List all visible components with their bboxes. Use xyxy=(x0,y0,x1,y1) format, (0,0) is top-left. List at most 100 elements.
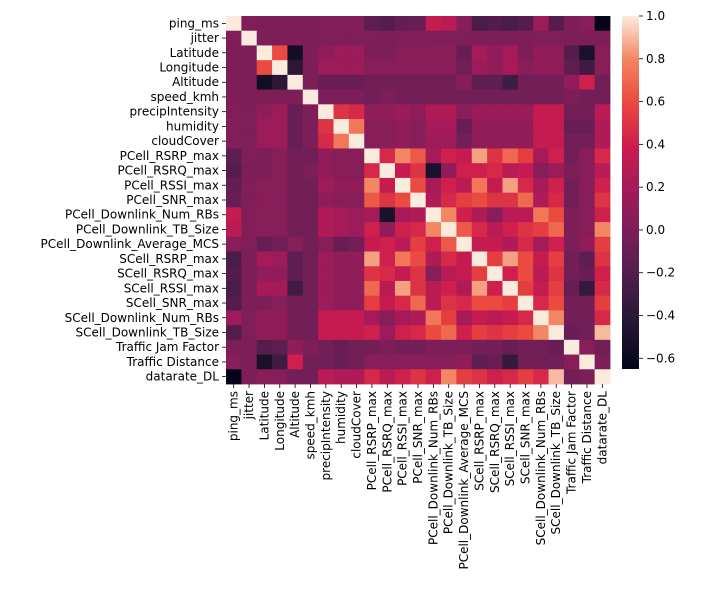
heatmap-cell xyxy=(487,325,503,341)
heatmap-cell xyxy=(563,30,580,46)
heatmap-cell xyxy=(533,148,549,164)
heatmap-cell xyxy=(318,207,334,223)
heatmap-cell xyxy=(241,104,258,120)
heatmap-cell xyxy=(441,89,457,105)
x-axis-tick-label: Longitude xyxy=(273,391,287,451)
heatmap-cell xyxy=(563,295,580,311)
heatmap-cell xyxy=(456,369,473,385)
heatmap-cell xyxy=(487,236,503,252)
heatmap-cell xyxy=(487,354,503,370)
heatmap-cell xyxy=(594,177,611,194)
heatmap-cell xyxy=(379,119,396,135)
heatmap-cell xyxy=(487,177,503,194)
heatmap-cell xyxy=(302,192,319,208)
y-axis-tick-label: ping_ms xyxy=(169,16,219,30)
heatmap-cell xyxy=(471,236,488,252)
heatmap-cell xyxy=(425,207,442,223)
heatmap-cell xyxy=(241,295,258,311)
heatmap-cell xyxy=(594,148,611,164)
heatmap-cell xyxy=(333,60,350,76)
x-axis-tick-label: Traffic Distance xyxy=(580,391,594,484)
heatmap-cell xyxy=(594,192,611,208)
heatmap-cell xyxy=(579,177,596,194)
heatmap-cell xyxy=(256,119,273,135)
heatmap-cell xyxy=(272,177,288,194)
heatmap-cell xyxy=(364,295,380,311)
heatmap-cell xyxy=(517,222,534,238)
heatmap-cell xyxy=(487,266,503,282)
heatmap-cell xyxy=(456,354,473,370)
heatmap-cell xyxy=(533,266,549,282)
heatmap-cell xyxy=(502,148,519,164)
heatmap-cell xyxy=(379,339,396,355)
heatmap-cell xyxy=(456,30,473,46)
heatmap-cell xyxy=(441,339,457,355)
heatmap-cell xyxy=(241,119,258,135)
heatmap-cell xyxy=(333,177,350,194)
x-axis-tick-labels: ping_ms jitter Latitude Longitude Altitude sp… xyxy=(227,384,609,570)
heatmap-cell xyxy=(394,310,411,326)
heatmap-cell xyxy=(425,236,442,252)
heatmap-cell xyxy=(272,30,288,46)
heatmap-cell xyxy=(425,369,442,385)
heatmap-cell xyxy=(502,207,519,223)
heatmap-cell xyxy=(471,310,488,326)
heatmap-cell xyxy=(318,310,334,326)
heatmap-cell xyxy=(348,60,365,76)
heatmap-cell xyxy=(272,295,288,311)
heatmap-cell xyxy=(256,369,273,385)
heatmap-cell xyxy=(302,280,319,297)
heatmap-cell xyxy=(348,30,365,46)
heatmap-cell xyxy=(548,236,565,252)
heatmap-cell xyxy=(456,266,473,282)
heatmap-cell xyxy=(302,74,319,90)
heatmap-cell xyxy=(379,354,396,370)
heatmap-cell xyxy=(502,280,519,297)
heatmap-cell xyxy=(302,104,319,120)
heatmap-cell xyxy=(456,339,473,355)
heatmap-cell xyxy=(241,148,258,164)
heatmap-cell xyxy=(425,74,442,90)
heatmap-cell xyxy=(548,369,565,385)
heatmap-cell xyxy=(563,45,580,61)
heatmap-cell xyxy=(517,207,534,223)
heatmap-cell xyxy=(394,45,411,61)
heatmap-cell xyxy=(256,325,273,341)
heatmap-cell xyxy=(394,236,411,252)
x-axis-tick-label: jitter xyxy=(242,391,256,420)
heatmap-cell xyxy=(441,369,457,385)
y-axis-tick-label: PCell_Downlink_Num_RBs xyxy=(65,208,219,222)
heatmap-cell xyxy=(579,119,596,135)
heatmap-cell xyxy=(241,133,258,149)
heatmap-cell xyxy=(563,133,580,149)
heatmap-cell xyxy=(333,104,350,120)
heatmap-cell xyxy=(594,310,611,326)
heatmap-cell xyxy=(379,236,396,252)
heatmap-cell xyxy=(441,222,457,238)
x-axis-tick-label: SCell_RSRQ_max xyxy=(488,391,502,493)
heatmap-cell xyxy=(425,280,442,297)
heatmap-cell xyxy=(487,16,503,32)
heatmap-cell xyxy=(563,89,580,105)
heatmap-cell xyxy=(318,119,334,135)
heatmap-cell xyxy=(456,148,473,164)
heatmap-cell xyxy=(471,325,488,341)
heatmap-cell xyxy=(471,60,488,76)
heatmap-cell xyxy=(394,295,411,311)
heatmap-cell xyxy=(563,354,580,370)
heatmap-cell xyxy=(594,30,611,46)
heatmap-cell xyxy=(394,104,411,120)
heatmap-cell xyxy=(517,266,534,282)
x-axis-tick-label: PCell_Downlink_Num_RBs xyxy=(426,391,440,545)
heatmap-cell xyxy=(594,45,611,61)
heatmap-cell xyxy=(533,89,549,105)
heatmap-cell xyxy=(394,251,411,267)
heatmap-cell xyxy=(287,30,304,46)
heatmap-cell xyxy=(348,369,365,385)
heatmap-cell xyxy=(517,325,534,341)
colorbar-tick-label: −0.2 xyxy=(646,266,675,280)
heatmap-cell xyxy=(487,104,503,120)
heatmap-cell xyxy=(563,266,580,282)
heatmap-cell xyxy=(579,369,596,385)
